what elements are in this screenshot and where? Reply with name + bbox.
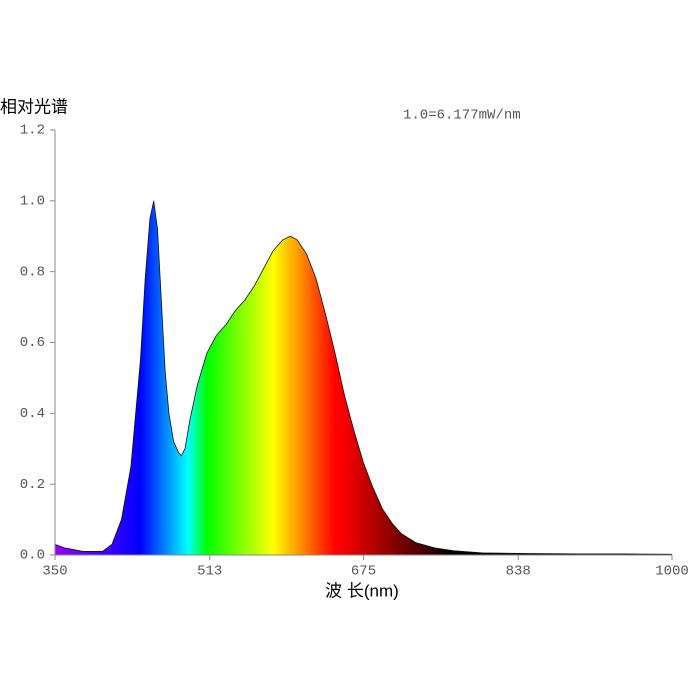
y-tick-label: 0.8 <box>20 264 45 280</box>
x-axis-label: 波 长(nm) <box>325 581 399 600</box>
spectrum-area <box>55 200 672 555</box>
annotation: 1.0=6.177mW/nm <box>403 108 521 124</box>
y-tick-label: 0.4 <box>20 406 45 422</box>
x-tick-label: 1000 <box>655 564 689 580</box>
y-tick-label: 0.0 <box>20 548 45 564</box>
y-axis-label: 相对光谱 <box>0 97 68 116</box>
x-tick-label: 350 <box>42 564 67 580</box>
x-tick-label: 675 <box>351 564 376 580</box>
x-tick-label: 513 <box>197 564 222 580</box>
y-tick-label: 0.2 <box>20 477 45 493</box>
spectrum-line <box>54 200 673 555</box>
x-tick-label: 838 <box>506 564 531 580</box>
y-tick-label: 1.2 <box>20 123 45 139</box>
y-tick-label: 0.6 <box>20 335 45 351</box>
y-tick-label: 1.0 <box>20 194 45 210</box>
